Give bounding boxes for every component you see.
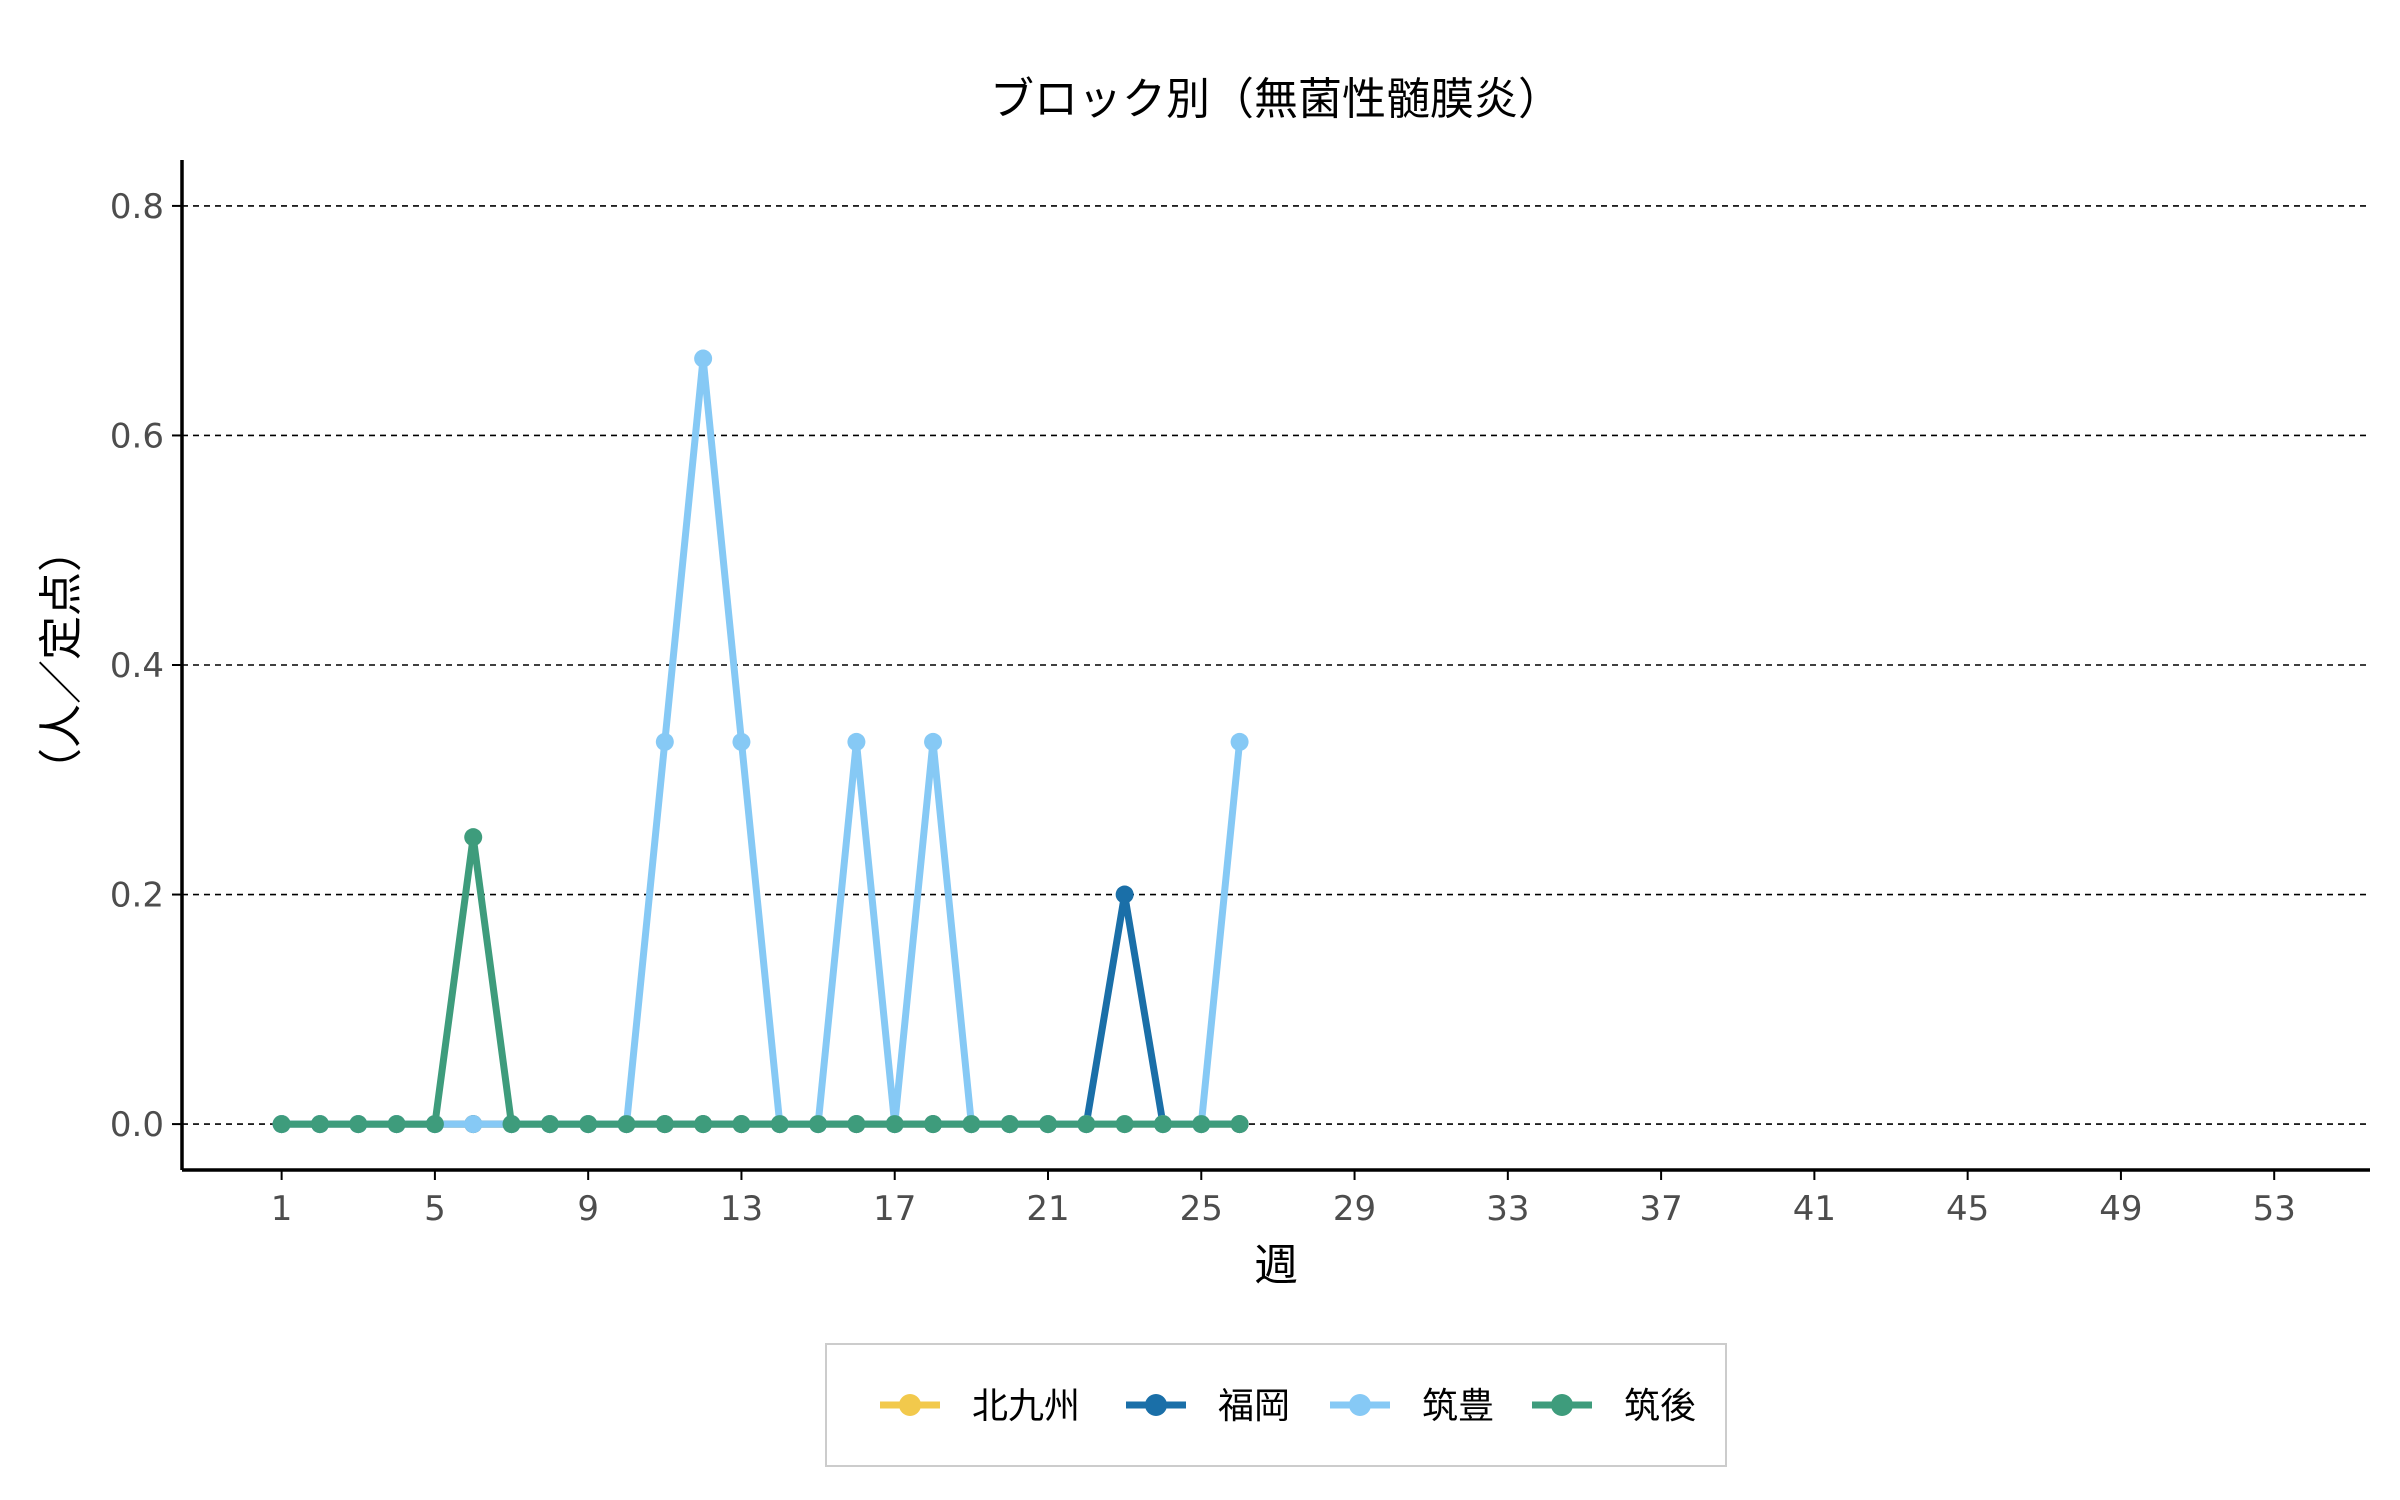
data-point [617, 1115, 636, 1134]
x-axis-title: 週 [1254, 1240, 1298, 1291]
data-point [924, 1115, 943, 1134]
y-tick-label: 0.4 [110, 646, 164, 686]
series-4 [272, 828, 1249, 1134]
data-point [885, 1115, 904, 1134]
data-point [540, 1115, 559, 1134]
data-point [694, 349, 713, 368]
legend-label: 北九州 [972, 1386, 1080, 1427]
axes [172, 160, 2370, 1180]
data-point [349, 1115, 368, 1134]
legend-swatch-point [899, 1394, 921, 1416]
data-point [1230, 1115, 1249, 1134]
data-point [1115, 1115, 1134, 1134]
x-tick-label: 41 [1793, 1189, 1836, 1229]
series-line [278, 355, 1244, 1128]
data-point [847, 1115, 866, 1134]
data-point [1192, 1115, 1211, 1134]
data-point [310, 1115, 329, 1134]
data-point [1039, 1115, 1058, 1134]
y-tick-label: 0.2 [110, 876, 164, 916]
data-point [272, 1115, 291, 1134]
data-point [1153, 1115, 1172, 1134]
legend-item: 筑後 [1532, 1386, 1696, 1427]
legend-swatch-point [1145, 1394, 1167, 1416]
legend-swatch-point [1349, 1394, 1371, 1416]
x-tick-label: 13 [720, 1189, 763, 1229]
data-point [732, 1115, 751, 1134]
data-point [1115, 885, 1134, 904]
data-point [502, 1115, 521, 1134]
legend-item: 北九州 [880, 1386, 1080, 1427]
data-point [1230, 732, 1249, 751]
data-point [464, 828, 483, 847]
x-tick-label: 37 [1639, 1189, 1682, 1229]
tick-labels: 0.0 0.2 0.4 0.6 0.8 1 5 9 13 17 21 25 29 33 37 41 45 49 53 [110, 187, 2296, 1229]
data-point [425, 1115, 444, 1134]
x-tick-label: 9 [577, 1189, 599, 1229]
x-tick-label: 25 [1180, 1189, 1223, 1229]
data-point [962, 1115, 981, 1134]
series-lines [272, 349, 1249, 1134]
data-point [464, 1115, 483, 1134]
data-point [1077, 1115, 1096, 1134]
legend-label: 筑豊 [1422, 1386, 1494, 1427]
chart-title: ブロック別（無菌性髄膜炎） [990, 74, 1562, 125]
data-point [694, 1115, 713, 1134]
x-tick-label: 1 [271, 1189, 293, 1229]
y-axis-title: （人／定点） [36, 528, 87, 792]
y-tick-label: 0.8 [110, 187, 164, 227]
grid-lines [182, 205, 2370, 1125]
x-tick-label: 49 [2099, 1189, 2142, 1229]
x-tick-label: 21 [1026, 1189, 1069, 1229]
data-point [847, 732, 866, 751]
legend-item: 福岡 [1126, 1386, 1290, 1427]
legend-label: 福岡 [1218, 1386, 1290, 1427]
legend-item: 筑豊 [1330, 1386, 1494, 1427]
data-point [655, 732, 674, 751]
x-tick-label: 33 [1486, 1189, 1529, 1229]
y-tick-label: 0.6 [110, 416, 164, 456]
x-tick-label: 45 [1946, 1189, 1989, 1229]
data-point [1000, 1115, 1019, 1134]
data-point [655, 1115, 674, 1134]
legend-label: 筑後 [1624, 1386, 1696, 1427]
data-point [579, 1115, 598, 1134]
x-tick-label: 53 [2253, 1189, 2296, 1229]
data-point [732, 732, 751, 751]
x-tick-label: 29 [1333, 1189, 1376, 1229]
data-point [770, 1115, 789, 1134]
data-point [387, 1115, 406, 1134]
legend: 北九州 福岡 筑豊 筑後 [825, 1343, 1727, 1467]
x-tick-label: 17 [873, 1189, 916, 1229]
y-tick-label: 0.0 [110, 1105, 164, 1145]
data-point [924, 732, 943, 751]
legend-swatch-point [1551, 1394, 1573, 1416]
x-tick-label: 5 [424, 1189, 446, 1229]
data-point [809, 1115, 828, 1134]
